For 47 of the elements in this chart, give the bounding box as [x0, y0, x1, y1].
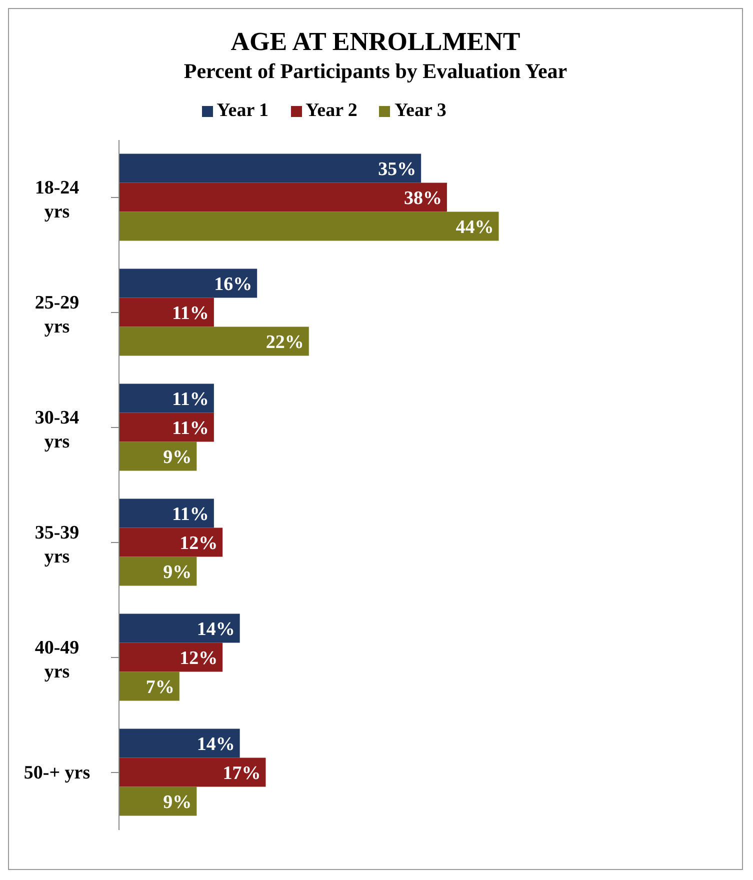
- y-tick-label: 50-+ yrs: [24, 762, 90, 784]
- y-tick-label: 40-49 yrs: [34, 638, 80, 682]
- bar: [119, 672, 180, 701]
- data-label: 9%: [163, 447, 192, 468]
- y-tick-label: 25-29 yrs: [34, 292, 80, 338]
- data-label: 11%: [172, 303, 209, 324]
- bar: [119, 412, 214, 442]
- data-label: 12%: [180, 648, 218, 670]
- data-label: 38%: [404, 188, 442, 210]
- legend-label: Year 3: [393, 100, 446, 122]
- bar: [119, 384, 214, 413]
- bar: [119, 326, 309, 356]
- y-tick-label: 35-39 yrs: [34, 522, 80, 568]
- data-label: 9%: [163, 562, 192, 584]
- y-tick-label: 30-34 yrs: [34, 408, 80, 452]
- data-label: 11%: [172, 389, 209, 410]
- bar: [119, 728, 240, 758]
- bar: [119, 154, 422, 183]
- data-label: 14%: [196, 619, 235, 640]
- legend-label: Year 2: [304, 100, 358, 122]
- bar: [119, 556, 197, 586]
- data-label: 16%: [214, 274, 252, 296]
- chart-subtitle: Percent of Participants by Evaluation Year: [182, 59, 568, 84]
- chart-title: AGE AT ENROLLMENT: [230, 27, 522, 57]
- bar: [119, 498, 214, 528]
- bar: [119, 298, 214, 327]
- data-label: 9%: [163, 792, 192, 814]
- data-label: 11%: [172, 418, 209, 440]
- data-label: 17%: [222, 763, 261, 784]
- data-label: 44%: [456, 217, 494, 238]
- bar: [119, 528, 223, 557]
- data-label: 12%: [180, 533, 218, 554]
- data-label: 7%: [146, 677, 174, 698]
- bar: [119, 182, 447, 212]
- bar: [119, 614, 240, 643]
- bar: [119, 442, 197, 471]
- y-tick-label: 18-24 yrs: [34, 178, 80, 222]
- data-label: 11%: [172, 504, 209, 526]
- bar: [119, 786, 197, 816]
- legend-label: Year 1: [216, 100, 269, 122]
- data-label: 14%: [196, 734, 235, 756]
- bar: [119, 212, 499, 241]
- data-label: 22%: [266, 332, 304, 354]
- bar: [119, 268, 258, 298]
- data-label: 35%: [378, 159, 416, 180]
- bar: [119, 758, 266, 787]
- bar: [119, 642, 223, 672]
